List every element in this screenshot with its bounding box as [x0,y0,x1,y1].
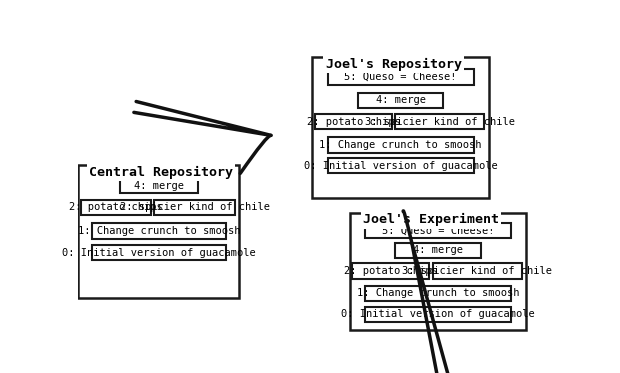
FancyBboxPatch shape [312,57,489,198]
FancyBboxPatch shape [365,223,511,238]
Text: 2: potato chips: 2: potato chips [69,202,162,212]
Text: 1: Change crunch to smoosh: 1: Change crunch to smoosh [356,288,519,298]
Text: Central Repository: Central Repository [89,166,233,179]
Text: 5: Queso = Cheese!: 5: Queso = Cheese! [382,225,494,235]
FancyBboxPatch shape [154,200,236,215]
FancyBboxPatch shape [81,200,151,215]
Text: 3: spicier kind of chile: 3: spicier kind of chile [365,117,515,127]
FancyBboxPatch shape [358,93,443,108]
FancyBboxPatch shape [92,245,226,260]
Text: 4: merge: 4: merge [134,181,184,191]
Text: 4: merge: 4: merge [413,245,463,256]
Text: 0: Initial version of guacamole: 0: Initial version of guacamole [62,248,255,258]
FancyBboxPatch shape [327,69,474,85]
FancyBboxPatch shape [352,263,429,279]
Text: 3: spicier kind of chile: 3: spicier kind of chile [402,266,552,276]
FancyBboxPatch shape [433,263,521,279]
Text: 0: Initial version of guacamole: 0: Initial version of guacamole [304,161,497,171]
FancyBboxPatch shape [396,114,484,129]
Text: Joel's Repository: Joel's Repository [326,58,461,71]
FancyBboxPatch shape [315,114,392,129]
FancyBboxPatch shape [78,165,239,298]
FancyBboxPatch shape [120,178,198,193]
Text: 2: potato chips: 2: potato chips [343,266,438,276]
Text: 4: merge: 4: merge [376,95,426,105]
FancyBboxPatch shape [395,243,480,258]
Text: Joel's Experiment: Joel's Experiment [363,213,498,226]
FancyBboxPatch shape [327,137,474,153]
FancyBboxPatch shape [365,286,511,301]
FancyBboxPatch shape [365,307,511,322]
FancyBboxPatch shape [92,223,226,239]
Text: 5: Queso = Cheese!: 5: Queso = Cheese! [345,72,457,82]
Text: 2: spicier kind of chile: 2: spicier kind of chile [120,202,270,212]
Text: 2: potato chips: 2: potato chips [306,117,401,127]
Text: 0: Initial version of guacamole: 0: Initial version of guacamole [341,309,534,319]
Text: 1: Change crunch to smoosh: 1: Change crunch to smoosh [78,226,240,236]
FancyBboxPatch shape [350,213,526,330]
FancyBboxPatch shape [327,158,474,173]
Text: 1: Change crunch to smoosh: 1: Change crunch to smoosh [319,140,482,150]
